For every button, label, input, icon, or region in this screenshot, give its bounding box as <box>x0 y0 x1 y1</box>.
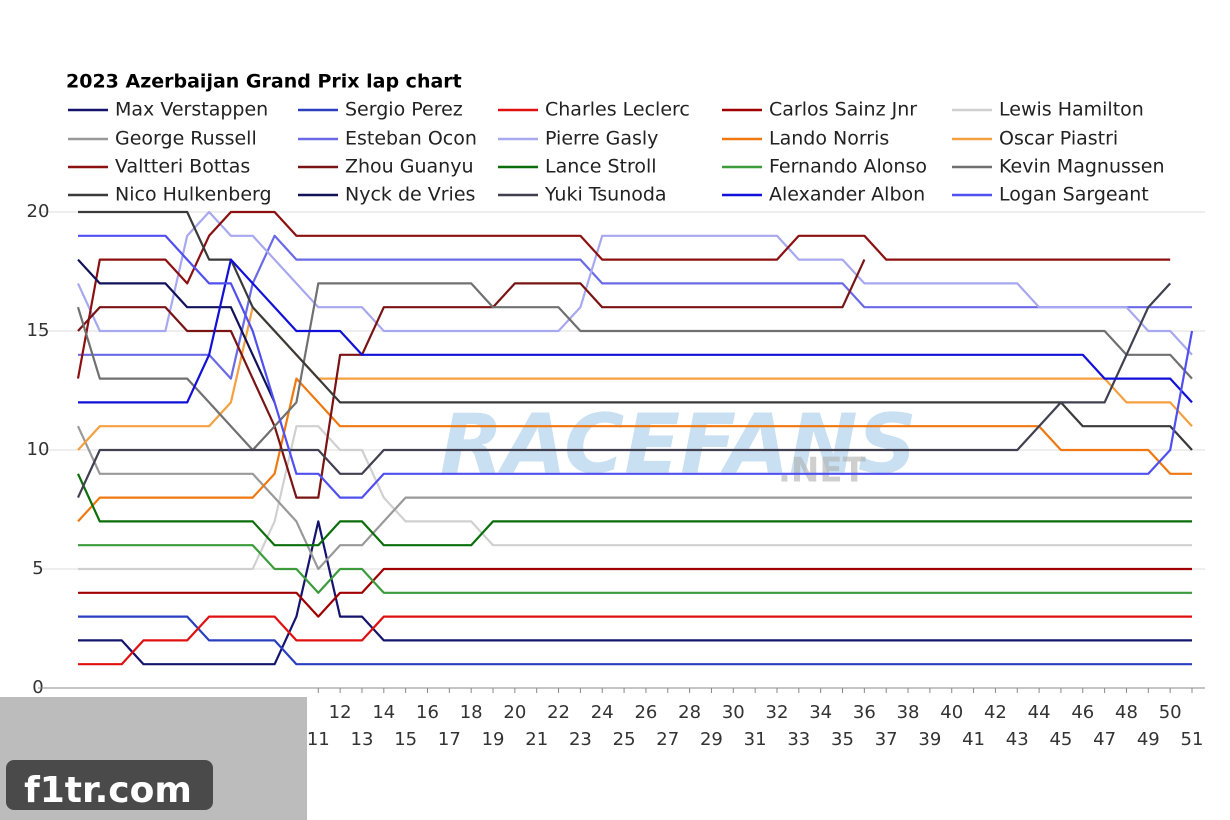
x-tick-label: 24 <box>591 702 614 723</box>
legend-label: Esteban Ocon <box>345 128 477 150</box>
legend-label: Lance Stroll <box>545 156 657 178</box>
y-tick-label: 20 <box>27 201 50 222</box>
series-line <box>78 615 1192 666</box>
x-tick-label: 47 <box>1093 729 1116 750</box>
x-tick-label: 37 <box>875 729 898 750</box>
series-line <box>76 473 1192 547</box>
x-tick-label: 20 <box>503 702 526 723</box>
series-line <box>76 282 1193 452</box>
legend-label: Zhou Guanyu <box>345 156 474 178</box>
series-line <box>77 258 276 403</box>
chart-title: 2023 Azerbaijan Grand Prix lap chart <box>66 71 462 93</box>
watermark: RACEFANS <box>440 397 917 492</box>
x-tick-label: 15 <box>394 729 417 750</box>
series-line <box>77 259 866 499</box>
x-tick-label: 48 <box>1115 702 1138 723</box>
legend-label: Kevin Magnussen <box>999 156 1165 178</box>
legend-label: Lando Norris <box>769 128 889 150</box>
x-tick-label: 39 <box>918 729 941 750</box>
x-tick-label: 36 <box>853 702 876 723</box>
series-line <box>76 210 1171 379</box>
x-tick-label: 49 <box>1137 729 1160 750</box>
x-tick-label: 43 <box>1006 729 1029 750</box>
x-tick-label: 23 <box>569 729 592 750</box>
x-tick-label: 30 <box>722 702 745 723</box>
x-tick-label: 46 <box>1071 702 1094 723</box>
legend-label: Logan Sargeant <box>999 184 1149 206</box>
legend-label: Nyck de Vries <box>345 184 475 206</box>
watermark: f1tr.com <box>24 770 192 811</box>
legend-label: Pierre Gasly <box>545 128 658 150</box>
legend: Max Verstappen Sergio Perez Charles Lecler… <box>68 99 1165 206</box>
x-tick-label: 42 <box>984 702 1007 723</box>
series-line <box>78 544 1192 594</box>
x-tick-label: 26 <box>634 702 657 723</box>
legend-label: Sergio Perez <box>345 99 463 121</box>
y-tick-label: 5 <box>32 558 43 579</box>
y-tick-label: 10 <box>27 439 50 460</box>
x-tick-label: 45 <box>1049 729 1072 750</box>
x-tick-label: 19 <box>482 729 505 750</box>
watermark: .NET <box>778 451 867 491</box>
series-line <box>78 234 1194 499</box>
x-tick-label: 38 <box>897 702 920 723</box>
x-tick-label: 22 <box>547 702 570 723</box>
legend-label: Carlos Sainz Jnr <box>769 99 917 121</box>
series-line <box>76 282 1172 499</box>
x-tick-label: 28 <box>678 702 701 723</box>
series-line <box>77 377 1192 523</box>
legend-label: Nico Hulkenberg <box>115 184 272 206</box>
x-tick-label: 27 <box>656 729 679 750</box>
x-tick-label: 11 <box>307 729 330 750</box>
x-tick-label: 12 <box>329 702 352 723</box>
x-tick-label: 51 <box>1181 729 1204 750</box>
series-line <box>78 234 1192 380</box>
legend-label: Max Verstappen <box>115 99 268 121</box>
x-axis: 11 12 13 14 15 16 17 18 19 20 21 22 23 24 25 26 27 28 29 30… <box>307 688 1204 750</box>
watermark-badge <box>6 760 213 810</box>
x-tick-label: 17 <box>438 729 461 750</box>
x-tick-label: 31 <box>744 729 767 750</box>
legend-label: Yuki Tsunoda <box>544 184 667 206</box>
x-tick-label: 40 <box>940 702 963 723</box>
series-line <box>78 615 1192 666</box>
series-line <box>78 567 1192 618</box>
series-line <box>78 520 1192 666</box>
x-tick-label: 44 <box>1028 702 1051 723</box>
legend-label: George Russell <box>115 128 257 150</box>
series-line <box>78 258 1193 404</box>
x-tick-label: 34 <box>809 702 832 723</box>
x-tick-label: 13 <box>351 729 374 750</box>
x-tick-label: 25 <box>613 729 636 750</box>
legend-label: Oscar Piastri <box>999 128 1118 150</box>
legend-label: Alexander Albon <box>769 184 925 206</box>
x-tick-label: 16 <box>416 702 439 723</box>
x-tick-label: 18 <box>460 702 483 723</box>
x-tick-label: 29 <box>700 729 723 750</box>
legend-label: Charles Leclerc <box>545 99 690 121</box>
legend-label: Valtteri Bottas <box>115 156 250 178</box>
x-tick-label: 33 <box>787 729 810 750</box>
x-tick-label: 32 <box>766 702 789 723</box>
series-line <box>78 425 1192 571</box>
x-tick-label: 50 <box>1159 702 1182 723</box>
y-tick-label: 15 <box>27 320 50 341</box>
series-line <box>78 210 1193 451</box>
series-line <box>76 210 1193 356</box>
x-tick-label: 35 <box>831 729 854 750</box>
x-tick-label: 14 <box>372 702 395 723</box>
plot <box>76 210 1194 666</box>
x-tick-label: 41 <box>962 729 985 750</box>
legend-label: Fernando Alonso <box>769 156 927 178</box>
x-tick-label: 21 <box>525 729 548 750</box>
legend-label: Lewis Hamilton <box>999 99 1144 121</box>
